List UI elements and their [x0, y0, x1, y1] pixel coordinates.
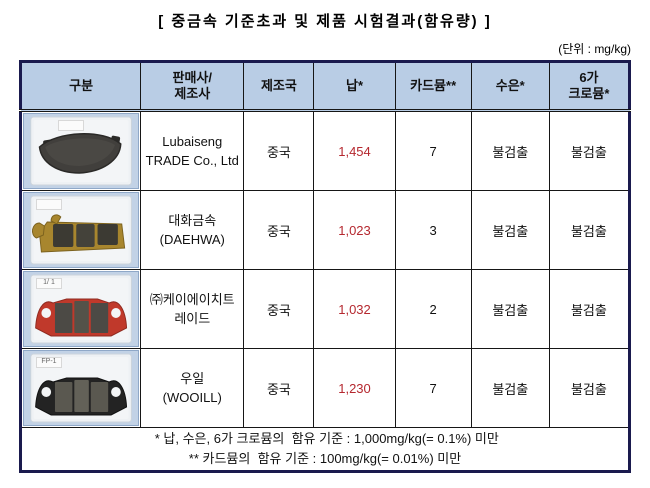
country-cell: 중국	[243, 348, 315, 428]
seller-cell: ㈜케이에이치트 레이드	[140, 269, 245, 349]
product-photo-cell	[19, 190, 142, 270]
seller-cell: 대화금속 (DAEHWA)	[140, 190, 245, 270]
product-photo-cell	[19, 110, 142, 191]
footnotes: * 납, 수은, 6가 크로뮴의 함유 기준 : 1,000mg/kg(= 0.…	[20, 426, 630, 473]
chromium-value: 불검출	[548, 110, 631, 191]
mercury-value: 불검출	[470, 110, 550, 191]
cadmium-value: 7	[394, 110, 472, 191]
brake-pad-photo-crescent	[23, 113, 140, 189]
country-cell: 중국	[243, 190, 315, 270]
lead-value: 1,023	[313, 190, 396, 270]
brake-pad-image	[30, 274, 132, 344]
footnote-cadmium: ** 카드뮴의 함유 기준 : 100mg/kg(= 0.01%) 미만	[188, 451, 462, 467]
seller-cell: 우일 (WOOILL)	[140, 348, 245, 428]
product-photo-cell: FP-1	[19, 348, 142, 428]
header-row: 구분 판매사/ 제조사 제조국 납* 카드뮴** 수은* 6가 크로뮴*	[19, 61, 631, 112]
footnote-lead-mercury-chromium: * 납, 수은, 6가 크로뮴의 함유 기준 : 1,000mg/kg(= 0.…	[151, 431, 499, 446]
mercury-value: 불검출	[470, 190, 550, 270]
country-cell: 중국	[243, 269, 315, 349]
mercury-value: 불검출	[470, 348, 550, 428]
header-cadmium: 카드뮴**	[394, 61, 472, 112]
country-cell: 중국	[243, 110, 315, 191]
brake-pad-image	[30, 195, 132, 265]
header-seller: 판매사/ 제조사	[140, 61, 245, 112]
header-category: 구분	[19, 61, 142, 112]
brake-pad-photo-black: FP-1	[23, 350, 140, 426]
brake-pad-image	[30, 353, 132, 423]
photo-tag-label: FP-1	[36, 357, 62, 368]
brake-pad-photo-red: 1/ 1	[23, 271, 140, 347]
table-row: FP-1 우일 (WOOILL) 중국 1,230 7 불검출 불검출	[19, 348, 631, 428]
lead-value: 1,032	[313, 269, 396, 349]
product-photo-cell: 1/ 1	[19, 269, 142, 349]
photo-tag-label	[58, 120, 84, 131]
table-row: 대화금속 (DAEHWA) 중국 1,023 3 불검출 불검출	[19, 190, 631, 270]
photo-tag-label	[36, 199, 62, 210]
brake-pad-photo-gold	[23, 192, 140, 268]
header-mercury: 수은*	[470, 61, 550, 112]
footnote-row: * 납, 수은, 6가 크로뮴의 함유 기준 : 1,000mg/kg(= 0.…	[20, 426, 630, 473]
cadmium-value: 2	[394, 269, 472, 349]
header-country: 제조국	[243, 61, 315, 112]
unit-label: (단위 : mg/kg)	[558, 42, 631, 56]
table-row: Lubaiseng TRADE Co., Ltd 중국 1,454 7 불검출 …	[19, 110, 631, 191]
cadmium-value: 7	[394, 348, 472, 428]
mercury-value: 불검출	[470, 269, 550, 349]
photo-tag-label: 1/ 1	[36, 278, 62, 289]
page-title: [ 중금속 기준초과 및 제품 시험결과(함유량) ]	[158, 13, 492, 30]
seller-cell: Lubaiseng TRADE Co., Ltd	[140, 110, 245, 191]
chromium-value: 불검출	[548, 269, 631, 349]
header-chromium: 6가 크로뮴*	[548, 61, 631, 112]
cadmium-value: 3	[394, 190, 472, 270]
test-results-table: 구분 판매사/ 제조사 제조국 납* 카드뮴** 수은* 6가 크로뮴*	[19, 60, 631, 474]
lead-value: 1,454	[313, 110, 396, 191]
table-row: 1/ 1 ㈜케이에이치트 레이드 중국 1,032 2 불검출 불검출	[19, 269, 631, 349]
brake-pad-image	[30, 116, 132, 186]
lead-value: 1,230	[313, 348, 396, 428]
header-lead: 납*	[313, 61, 396, 112]
chromium-value: 불검출	[548, 348, 631, 428]
chromium-value: 불검출	[548, 190, 631, 270]
